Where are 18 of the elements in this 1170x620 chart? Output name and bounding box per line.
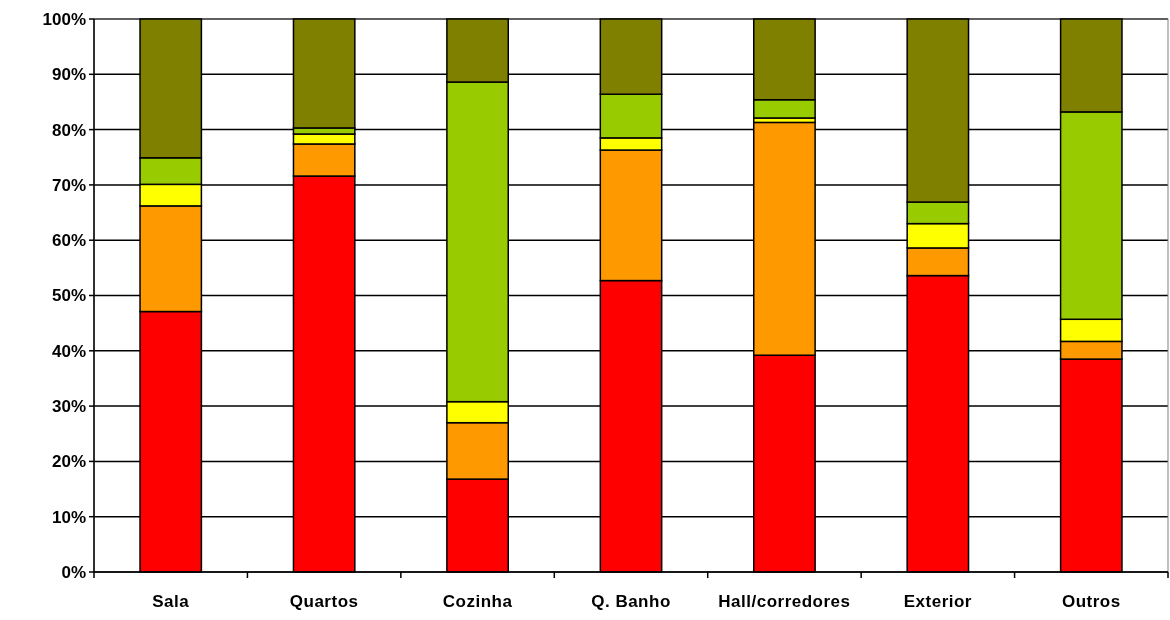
- x-tick-label: Hall/corredores: [718, 592, 851, 611]
- y-tick-label: 0%: [61, 562, 86, 582]
- x-tick-label: Q. Banho: [591, 592, 671, 611]
- y-tick-label: 30%: [51, 397, 86, 417]
- y-tick-label: 60%: [51, 231, 86, 251]
- y-tick-label: 10%: [51, 507, 86, 527]
- x-tick-label: Exterior: [903, 592, 972, 611]
- x-tick-label: Sala: [152, 592, 190, 611]
- x-tick-label: Quartos: [289, 592, 359, 611]
- y-tick-label: 90%: [51, 65, 86, 85]
- y-tick-label: 50%: [51, 286, 86, 306]
- y-tick-label: 20%: [51, 452, 86, 472]
- x-tick-label: Cozinha: [442, 592, 513, 611]
- y-tick-label: 100%: [42, 9, 86, 29]
- x-tick-label: Outros: [1061, 592, 1121, 611]
- y-tick-label: 70%: [51, 175, 86, 195]
- y-tick-label: 40%: [51, 341, 86, 361]
- y-tick-label: 80%: [51, 120, 86, 140]
